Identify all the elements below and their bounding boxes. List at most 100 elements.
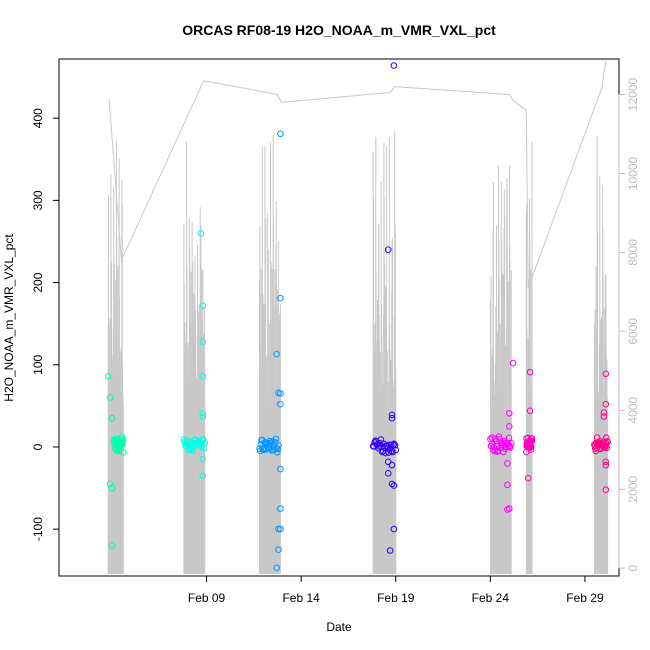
scatter-points — [104, 62, 611, 572]
x-tick-label: Feb 24 — [472, 591, 510, 605]
data-point — [189, 447, 197, 454]
data-point — [528, 437, 536, 445]
y-tick-label: 0 — [31, 443, 45, 450]
data-point — [504, 460, 511, 467]
data-point — [602, 458, 610, 466]
altitude-flight-6 — [525, 141, 533, 574]
data-point — [388, 447, 396, 455]
x-tick-label: Feb 29 — [566, 591, 604, 605]
data-point — [199, 410, 207, 417]
right-tick-label: 8000 — [626, 239, 640, 266]
data-point — [602, 370, 610, 378]
data-point — [277, 465, 284, 473]
data-point — [384, 470, 392, 477]
data-point — [507, 440, 515, 447]
right-tick-label: 10000 — [626, 156, 640, 190]
y-tick-label: -100 — [31, 517, 45, 541]
y-tick-label: 300 — [31, 190, 45, 210]
y-axis-label: H2O_NOAA_m_VMR_VXL_pct — [2, 234, 16, 402]
data-point — [495, 433, 503, 440]
data-point — [197, 230, 205, 237]
x-axis: Feb 09 Feb 14 Feb 19 Feb 24 Feb 29 — [188, 575, 604, 605]
data-point — [120, 449, 127, 456]
data-point — [199, 472, 207, 480]
data-point — [108, 484, 116, 492]
data-point — [390, 62, 398, 69]
data-point — [269, 447, 277, 454]
series-RF09 — [180, 230, 208, 480]
altitude-flight-1 — [107, 141, 124, 574]
data-point — [386, 547, 394, 554]
data-point — [119, 441, 126, 448]
data-point — [526, 407, 534, 415]
data-point — [602, 486, 610, 494]
data-point — [504, 481, 511, 489]
data-point — [603, 434, 610, 442]
data-point — [199, 413, 207, 420]
y-tick-label: 100 — [31, 354, 45, 374]
data-point — [506, 423, 513, 430]
chart-title: ORCAS RF08-19 H2O_NOAA_m_VMR_VXL_pct — [182, 22, 496, 38]
data-point — [506, 410, 513, 417]
y-axis: -100 0 100 200 300 400 — [31, 108, 60, 541]
data-point — [277, 390, 284, 397]
data-point — [507, 444, 514, 451]
x-axis-label: Date — [326, 620, 352, 634]
data-point — [275, 546, 282, 554]
data-point — [274, 445, 282, 453]
data-point — [189, 444, 196, 451]
data-point — [388, 414, 396, 422]
data-point — [382, 449, 389, 457]
x-tick-label: Feb 14 — [282, 591, 320, 605]
data-point — [388, 480, 396, 488]
data-point — [199, 338, 207, 346]
altitude-envelope-line — [108, 60, 607, 289]
series-RF08 — [104, 373, 127, 549]
altitude-flight-5 — [489, 165, 512, 574]
altitude-flight-7 — [593, 136, 609, 574]
data-point — [108, 414, 116, 422]
altitude-flight-2 — [183, 141, 206, 574]
data-point — [602, 400, 610, 408]
data-point — [385, 449, 393, 456]
x-tick-label: Feb 19 — [377, 591, 415, 605]
data-point — [528, 435, 536, 442]
series-RF13 — [523, 368, 536, 482]
data-point — [277, 130, 284, 138]
plot-frame — [58, 58, 620, 577]
x-tick-label: Feb 09 — [188, 591, 226, 605]
data-point — [275, 442, 282, 449]
altitude-flight-4 — [372, 131, 397, 574]
data-point — [273, 350, 280, 358]
data-point — [524, 474, 532, 482]
data-point — [201, 439, 208, 447]
data-point — [106, 480, 114, 488]
right-tick-label: 0 — [626, 564, 640, 571]
altitude-trace — [107, 60, 609, 574]
data-point — [388, 461, 396, 469]
data-point — [199, 456, 207, 463]
series-RF12 — [487, 359, 517, 513]
data-point — [600, 409, 608, 416]
data-point — [273, 449, 281, 456]
data-point — [504, 506, 511, 513]
data-point — [390, 525, 398, 533]
data-point — [119, 436, 127, 443]
right-tick-label: 4000 — [626, 397, 640, 424]
data-point — [390, 482, 398, 489]
right-tick-label: 6000 — [626, 318, 640, 345]
data-point — [602, 461, 610, 469]
series-RF14 — [591, 370, 611, 494]
data-point — [384, 458, 392, 466]
data-point — [509, 359, 517, 367]
y-tick-label: 400 — [31, 108, 45, 128]
data-point — [277, 505, 284, 512]
data-point — [604, 438, 611, 446]
data-point — [106, 394, 114, 401]
data-point — [505, 434, 513, 442]
series-RF11 — [369, 62, 400, 554]
data-point — [199, 373, 207, 380]
data-point — [387, 441, 395, 449]
data-point — [199, 436, 207, 443]
